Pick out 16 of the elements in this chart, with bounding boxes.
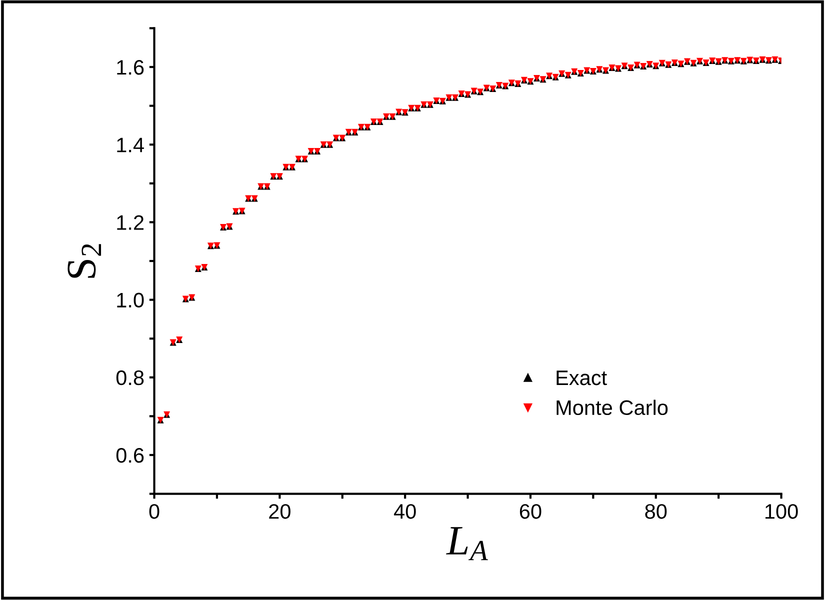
y-tick-label: 1.0 — [117, 292, 144, 308]
y-axis-title: S$_{2}$ — [68, 244, 102, 278]
x-tick-label: 100 — [765, 504, 798, 519]
legend-label: Exact — [556, 370, 607, 386]
legend-label: Monte Carlo — [556, 400, 668, 416]
x-axis-title: L$_{A}$ — [446, 527, 488, 560]
y-tick-label: 1.2 — [117, 215, 144, 230]
x-tick-label: 60 — [520, 504, 542, 519]
y-tick-label: 1.6 — [117, 60, 144, 75]
x-tick-label: 20 — [269, 504, 290, 519]
y-tick-label: 0.6 — [116, 448, 144, 463]
x-tick-label: 80 — [645, 504, 667, 519]
x-tick-label: 40 — [394, 504, 416, 519]
y-tick-label: 0.8 — [116, 370, 144, 386]
x-tick-label: 0 — [149, 504, 160, 519]
y-tick-label: 1.4 — [117, 138, 144, 152]
